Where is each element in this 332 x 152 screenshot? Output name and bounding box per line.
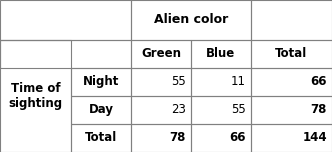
Bar xyxy=(131,68,191,96)
Text: 78: 78 xyxy=(170,131,186,144)
Text: Time of
sighting: Time of sighting xyxy=(9,82,63,110)
Bar xyxy=(191,40,251,68)
Bar xyxy=(191,68,251,96)
Bar xyxy=(191,96,251,124)
Bar xyxy=(71,96,131,124)
Bar xyxy=(131,40,191,68)
Text: Blue: Blue xyxy=(206,47,235,60)
Text: 66: 66 xyxy=(310,75,327,88)
Text: 23: 23 xyxy=(171,103,186,116)
Bar xyxy=(131,0,251,40)
Bar xyxy=(251,40,332,68)
Bar xyxy=(0,0,131,40)
Text: 55: 55 xyxy=(171,75,186,88)
Bar xyxy=(0,40,131,68)
Bar xyxy=(0,40,71,152)
Text: 11: 11 xyxy=(231,75,246,88)
Text: Total: Total xyxy=(275,47,307,60)
Text: Total: Total xyxy=(85,131,118,144)
Bar xyxy=(71,124,131,152)
Bar xyxy=(191,124,251,152)
Text: 66: 66 xyxy=(229,131,246,144)
Text: Day: Day xyxy=(89,103,114,116)
Text: 55: 55 xyxy=(231,103,246,116)
Text: Green: Green xyxy=(141,47,181,60)
Bar xyxy=(251,96,332,124)
Text: Alien color: Alien color xyxy=(154,13,228,26)
Text: 78: 78 xyxy=(311,103,327,116)
Text: Night: Night xyxy=(83,75,120,88)
Bar xyxy=(131,96,191,124)
Bar xyxy=(71,68,131,96)
Bar xyxy=(251,0,332,40)
Text: 144: 144 xyxy=(302,131,327,144)
Bar xyxy=(131,124,191,152)
Bar xyxy=(251,68,332,96)
Bar xyxy=(251,124,332,152)
